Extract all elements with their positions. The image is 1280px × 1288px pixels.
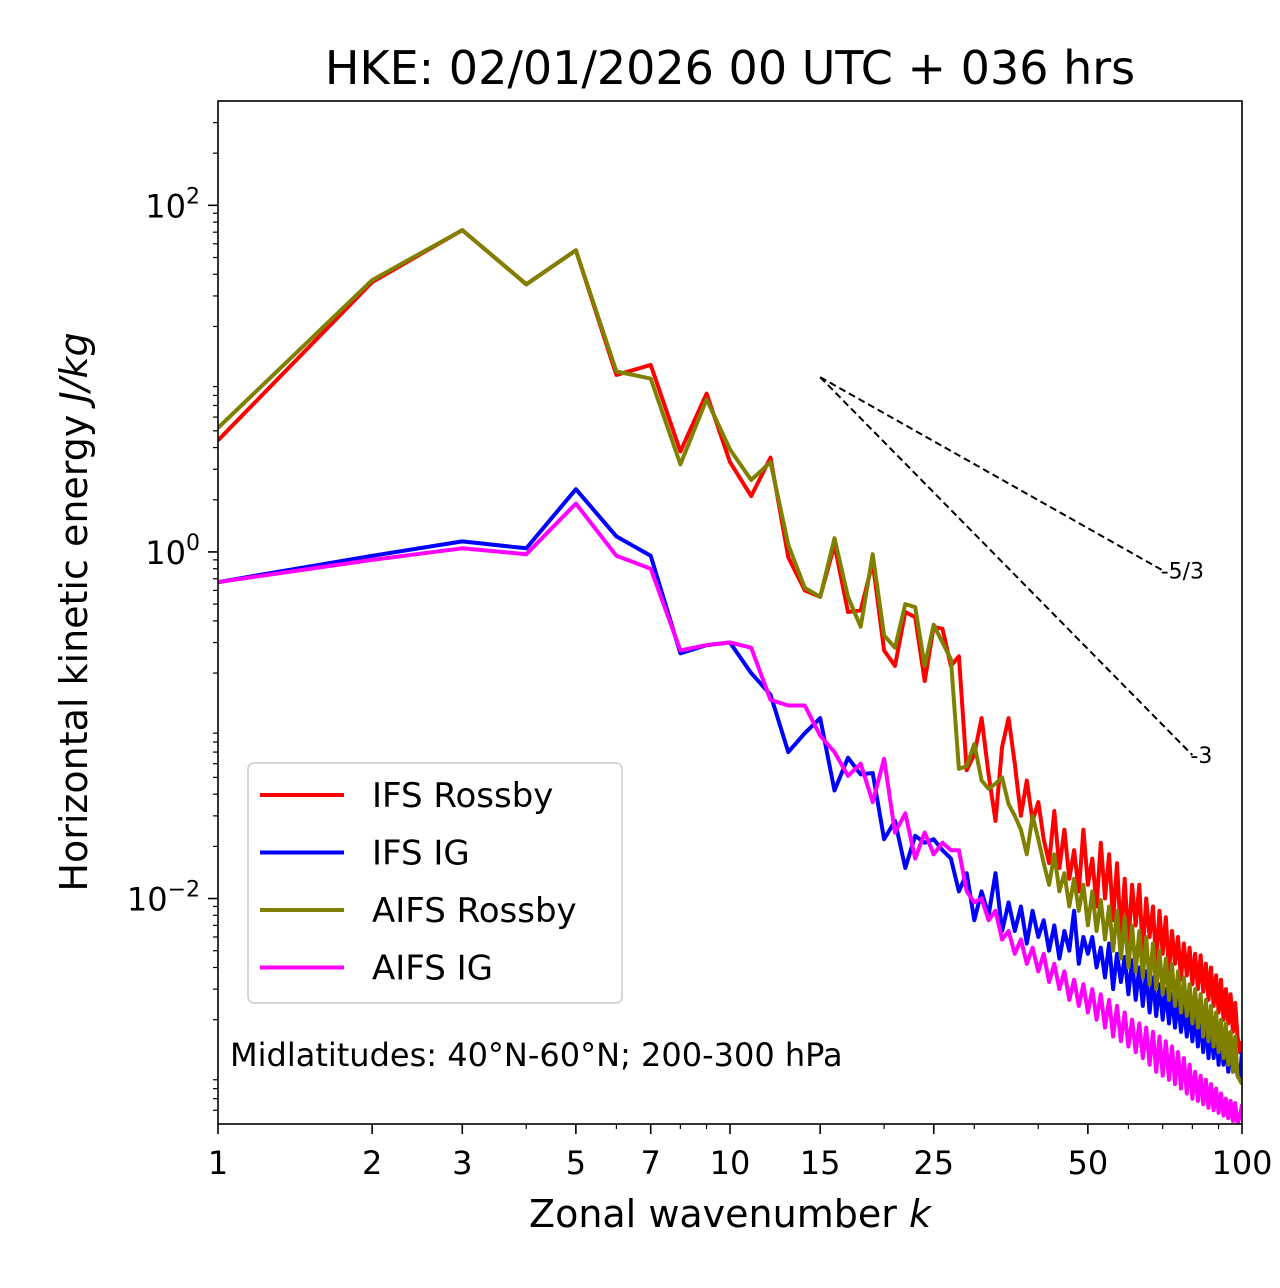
legend-label: AIFS Rossby xyxy=(372,891,577,931)
legend-label: AIFS IG xyxy=(372,949,493,989)
x-axis-title-symbol: k xyxy=(909,1192,933,1236)
legend-label: IFS Rossby xyxy=(372,776,553,816)
y-axis-title-text: Horizontal kinetic energy xyxy=(52,403,96,892)
x-axis-title-text: Zonal wavenumber xyxy=(529,1192,909,1236)
y-tick-label: 100 xyxy=(145,531,200,572)
plot-frame xyxy=(217,100,1243,1125)
slope-label: -3 xyxy=(1190,744,1212,769)
x-tick-label: 2 xyxy=(362,1144,382,1182)
series-line-3 xyxy=(218,501,1242,1124)
x-tick-label: 7 xyxy=(641,1144,661,1182)
x-tick-label: 15 xyxy=(800,1144,841,1182)
x-axis-title: Zonal wavenumber k xyxy=(529,1192,933,1236)
y-tick-label: 102 xyxy=(145,184,200,225)
legend-entries: IFS Rossby IFS IG AIFS Rossby AIFS IG xyxy=(260,776,577,989)
y-axis-title: Horizontal kinetic energy J/kg xyxy=(52,332,96,891)
x-tick-label: 10 xyxy=(710,1144,751,1182)
legend-label: IFS IG xyxy=(372,834,470,874)
x-tick-label: 50 xyxy=(1068,1144,1109,1182)
chart-title: HKE: 02/01/2026 00 UTC + 036 hrs xyxy=(325,41,1135,95)
y-tick-label: 10−2 xyxy=(127,878,200,919)
axis-ticks: 1 2 3 5 7 10 15 25 50 100 102 100 10−2 xyxy=(127,122,1273,1182)
series-line-2 xyxy=(218,228,1242,1086)
reference-slopes xyxy=(819,376,1194,756)
legend: IFS Rossby IFS IG AIFS Rossby AIFS IG xyxy=(247,762,623,1004)
legend-box xyxy=(247,762,623,1004)
slope-line xyxy=(819,376,1194,756)
region-annotation: Midlatitudes: 40°N-60°N; 200-300 hPa xyxy=(230,1036,843,1074)
x-tick-label: 1 xyxy=(208,1144,228,1182)
x-tick-label: 25 xyxy=(913,1144,954,1182)
y-axis-title-unit: J/kg xyxy=(52,332,96,409)
x-tick-label: 3 xyxy=(452,1144,472,1182)
series-lines xyxy=(218,228,1242,1124)
x-tick-label: 100 xyxy=(1211,1144,1272,1182)
x-tick-label: 5 xyxy=(566,1144,586,1182)
plot-area xyxy=(218,228,1242,1124)
slope-labels: -5/3 -3 xyxy=(1161,559,1213,769)
slope-label: -5/3 xyxy=(1161,559,1204,584)
